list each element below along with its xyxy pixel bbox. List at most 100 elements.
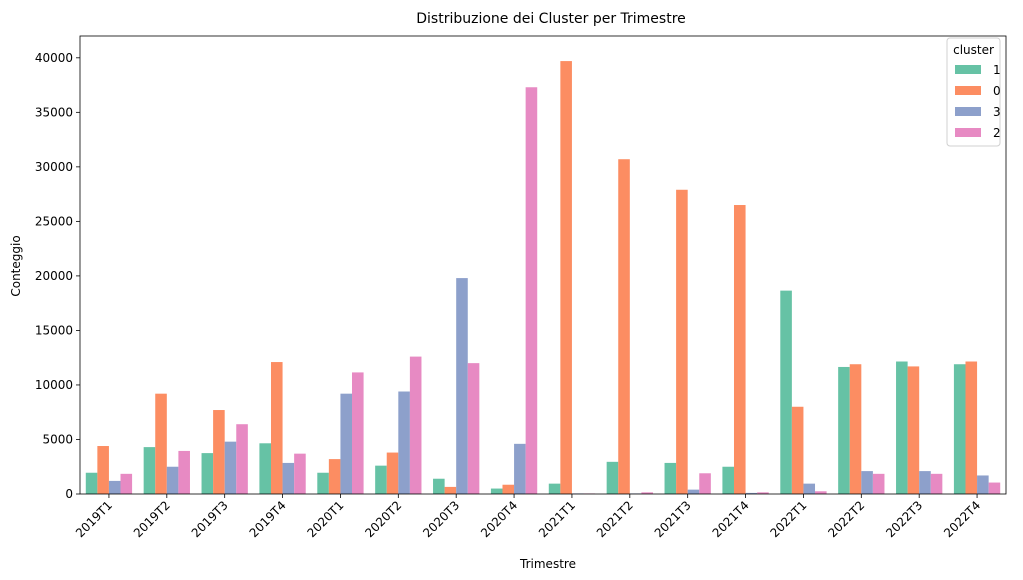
bar-2021T1-cluster-1	[548, 483, 561, 494]
y-tick-label: 40000	[35, 51, 73, 65]
bar-2022T2-cluster-0	[849, 364, 862, 494]
bar-2021T4-cluster-3	[745, 492, 758, 494]
y-axis: 0 5000 10000 15000 20000 25000 30000 35000 40000	[35, 51, 80, 501]
y-axis-title: Conteggio	[9, 235, 23, 296]
bar-2020T2-cluster-1	[375, 465, 387, 494]
bar-2019T4-cluster-2	[294, 453, 306, 494]
bar-2022T4-cluster-3	[977, 475, 989, 494]
bar-2022T1-cluster-2	[815, 491, 827, 494]
bar-2021T3-cluster-2	[699, 473, 711, 494]
bar-2021T3-cluster-1	[664, 462, 677, 494]
bar-2020T3-cluster-1	[433, 478, 445, 494]
bar-2022T3-cluster-0	[907, 366, 920, 494]
x-tick-label: 2020T2	[362, 498, 404, 540]
legend-title: cluster	[953, 43, 994, 57]
bar-2020T4-cluster-1	[490, 488, 503, 494]
bar-2022T4-cluster-1	[953, 364, 966, 494]
x-tick-label: 2019T3	[189, 498, 231, 540]
bar-2020T3-cluster-2	[467, 363, 480, 494]
bar-2019T1-cluster-0	[97, 446, 109, 494]
x-axis-title: Trimestre	[519, 557, 576, 571]
legend-item-0: 0	[955, 84, 1001, 98]
y-tick-label: 30000	[35, 160, 73, 174]
bar-2020T1-cluster-2	[352, 372, 364, 494]
x-tick-label: 2019T2	[131, 498, 173, 540]
bar-2019T3-cluster-3	[224, 441, 237, 494]
bar-2022T4-cluster-2	[988, 482, 1001, 494]
y-tick-label: 35000	[35, 105, 73, 119]
bar-2021T2-cluster-1	[606, 461, 619, 494]
x-tick-label: 2020T1	[304, 498, 346, 540]
x-axis: 2019T1 2019T2 2019T3 2019T4 2020T1 2020T2 2020…	[73, 494, 983, 540]
y-tick-label: 15000	[35, 323, 73, 337]
bar-2020T4-cluster-2	[525, 87, 538, 494]
bar-2020T4-cluster-3	[514, 443, 526, 494]
x-tick-label: 2019T4	[247, 498, 289, 540]
x-tick-label: 2022T2	[825, 498, 867, 540]
x-tick-label: 2022T4	[941, 498, 983, 540]
x-tick-label: 2021T3	[652, 498, 694, 540]
bar-2020T2-cluster-2	[409, 356, 422, 494]
bar-2021T4-cluster-2	[757, 492, 769, 494]
x-tick-label: 2022T1	[767, 498, 809, 540]
bar-2020T3-cluster-3	[456, 278, 468, 494]
bar-2022T1-cluster-0	[791, 406, 804, 494]
legend-item-1: 1	[955, 63, 1001, 77]
bar-2022T1-cluster-1	[780, 290, 792, 494]
y-tick-label: 10000	[35, 378, 73, 392]
legend-label: 2	[993, 126, 1001, 140]
x-tick-label: 2021T4	[710, 498, 752, 540]
bar-2020T1-cluster-3	[340, 393, 353, 494]
bar-2019T4-cluster-3	[282, 462, 295, 494]
bar-2019T4-cluster-1	[259, 443, 271, 494]
bar-2022T3-cluster-3	[919, 471, 931, 494]
y-tick-label: 5000	[42, 432, 73, 446]
y-tick-label: 20000	[35, 269, 73, 283]
bar-2019T3-cluster-2	[236, 424, 248, 494]
bar-2019T2-cluster-2	[178, 450, 190, 494]
series-0	[97, 61, 978, 494]
legend-item-2: 2	[955, 126, 1001, 140]
bar-2022T1-cluster-3	[803, 483, 816, 494]
bar-2019T1-cluster-3	[108, 480, 121, 494]
legend-label: 1	[993, 63, 1001, 77]
y-tick-label: 0	[65, 487, 73, 501]
x-tick-label: 2019T1	[73, 498, 115, 540]
bar-2019T2-cluster-0	[155, 393, 167, 494]
bar-2022T2-cluster-1	[838, 366, 850, 494]
bar-2019T3-cluster-1	[201, 453, 214, 494]
bar-2021T3-cluster-0	[676, 189, 688, 494]
bar-2020T2-cluster-3	[398, 391, 410, 494]
legend-swatch	[955, 86, 981, 95]
x-tick-label: 2020T3	[420, 498, 462, 540]
bar-2020T1-cluster-1	[317, 472, 329, 494]
legend-label: 0	[993, 84, 1001, 98]
bar-2019T1-cluster-2	[120, 473, 133, 494]
bar-2019T2-cluster-3	[166, 466, 179, 494]
chart-title: Distribuzione dei Cluster per Trimestre	[416, 11, 686, 27]
plot-frame	[79, 35, 1007, 495]
x-tick-label: 2021T2	[594, 498, 636, 540]
legend-swatch	[955, 128, 981, 137]
legend-swatch	[955, 107, 981, 116]
bar-2020T4-cluster-0	[502, 484, 515, 494]
bar-2021T4-cluster-1	[722, 466, 734, 494]
bar-2019T4-cluster-0	[270, 362, 283, 494]
bar-2021T3-cluster-3	[687, 489, 700, 494]
x-tick-label: 2022T3	[883, 498, 925, 540]
bar-2020T3-cluster-0	[444, 486, 457, 494]
bar-2022T2-cluster-3	[861, 471, 873, 494]
bar-2022T3-cluster-2	[930, 473, 943, 494]
x-tick-label: 2021T1	[536, 498, 578, 540]
series-2	[120, 87, 1001, 494]
y-tick-label: 25000	[35, 214, 73, 228]
bar-2021T4-cluster-0	[733, 205, 746, 494]
bar-2022T4-cluster-0	[965, 361, 978, 494]
bar-2022T2-cluster-2	[872, 473, 885, 494]
bar-2021T2-cluster-2	[641, 492, 653, 494]
bar-2021T1-cluster-0	[560, 61, 572, 494]
legend-label: 3	[993, 105, 1001, 119]
series-3	[108, 278, 989, 494]
legend-item-3: 3	[955, 105, 1001, 119]
